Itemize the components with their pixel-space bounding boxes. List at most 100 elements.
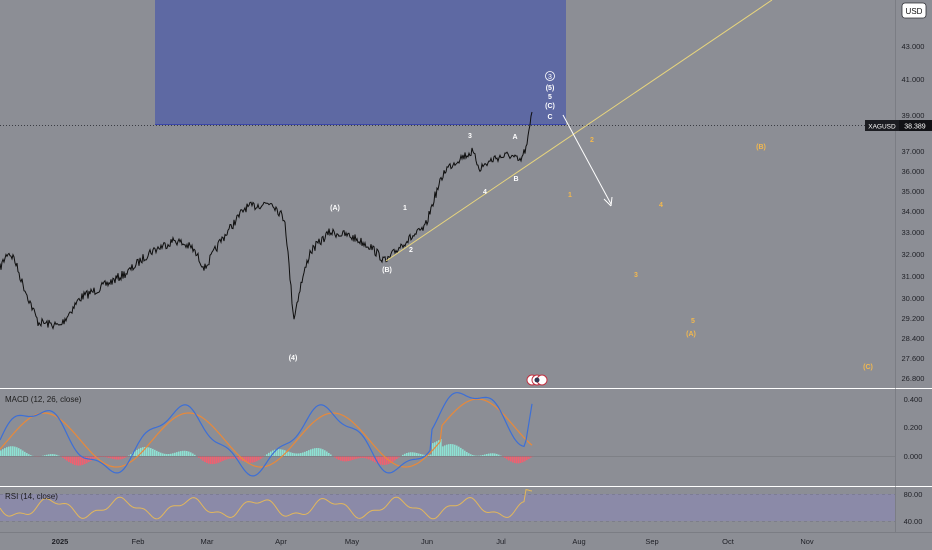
proj-wave-5[interactable]: 5 — [691, 318, 695, 325]
macd-histogram-bar — [526, 456, 528, 461]
macd-histogram-bar — [458, 446, 460, 456]
macd-histogram-bar — [204, 456, 206, 462]
time-axis[interactable] — [0, 532, 932, 550]
wave-label-3-circled[interactable]: 3 — [548, 74, 552, 81]
macd-histogram-bar — [164, 453, 166, 456]
macd-histogram-bar — [428, 454, 430, 456]
target-zone-box[interactable] — [155, 0, 566, 125]
macd-histogram-bar — [258, 456, 260, 461]
wave-label-2[interactable]: 2 — [409, 247, 413, 254]
macd-histogram-bar — [174, 452, 176, 456]
wave-label-B-paren[interactable]: (B) — [382, 267, 392, 274]
macd-histogram-bar — [368, 456, 370, 460]
macd-histogram-bar — [252, 456, 254, 463]
macd-histogram-bar — [68, 456, 70, 462]
wave-label-1[interactable]: 1 — [403, 205, 407, 212]
macd-histogram-bar — [228, 456, 230, 459]
proj-wave-B-paren[interactable]: (B) — [756, 144, 766, 151]
macd-histogram-bar — [144, 446, 146, 456]
trendline[interactable] — [385, 0, 773, 262]
wave-label-A-paren[interactable]: (A) — [330, 205, 340, 212]
proj-wave-A-paren[interactable]: (A) — [686, 331, 696, 338]
price-tag[interactable]: XAGUSD 38.389 — [865, 120, 932, 131]
proj-wave-1[interactable]: 1 — [568, 192, 572, 199]
macd-title[interactable]: MACD (12, 26, close) — [5, 395, 82, 404]
time-tick: 2025 — [52, 537, 69, 546]
macd-histogram-bar — [510, 456, 512, 462]
proj-wave-3[interactable]: 3 — [634, 272, 638, 279]
macd-histogram-bar — [470, 454, 472, 456]
macd-histogram-bar — [270, 451, 272, 456]
time-tick: Aug — [572, 537, 585, 546]
proj-wave-C-paren[interactable]: (C) — [863, 364, 873, 371]
macd-histogram-bar — [62, 456, 64, 458]
wave-label-3[interactable]: 3 — [468, 133, 472, 140]
macd-line — [0, 392, 533, 477]
macd-histogram-bar — [244, 456, 246, 462]
macd-histogram-bar — [220, 456, 222, 462]
macd-histogram-bar — [326, 451, 328, 456]
macd-histogram-bar — [374, 456, 376, 463]
rsi-title[interactable]: RSI (14, close) — [5, 492, 58, 501]
macd-histogram-bar — [16, 447, 18, 456]
wave-label-4-paren[interactable]: (4) — [289, 355, 298, 362]
macd-histogram-bar — [356, 456, 358, 459]
macd-histogram-bar — [130, 454, 132, 456]
currency-button[interactable]: USD — [901, 2, 927, 19]
macd-histogram-bar — [318, 448, 320, 456]
macd-histogram-bar — [118, 456, 120, 460]
macd-histogram-bar — [28, 454, 30, 456]
rsi-tick: 40.00 — [904, 517, 923, 526]
macd-histogram-bar — [150, 448, 152, 456]
proj-wave-2[interactable]: 2 — [590, 137, 594, 144]
macd-histogram-bar — [344, 456, 346, 462]
macd-histogram-bar — [486, 453, 488, 456]
macd-histogram-bar — [160, 452, 162, 456]
macd-histogram-bar — [452, 444, 454, 456]
macd-histogram-bar — [268, 452, 270, 456]
macd-signal-line — [0, 398, 533, 468]
event-markers[interactable] — [526, 374, 548, 386]
wave-label-C[interactable]: C — [547, 114, 552, 121]
wave-label-4[interactable]: 4 — [483, 189, 487, 196]
macd-histogram-bar — [488, 453, 490, 456]
macd-tick: 0.200 — [904, 423, 923, 432]
wave-label-C-paren[interactable]: (C) — [545, 103, 555, 110]
macd-histogram-bar — [18, 448, 20, 456]
macd-histogram-bar — [26, 453, 28, 456]
macd-histogram-bar — [52, 454, 54, 456]
price-tick: 30.000 — [902, 294, 925, 303]
macd-histogram-bar — [120, 456, 122, 460]
macd-histogram-bar — [110, 456, 112, 459]
macd-histogram-bar — [216, 456, 218, 464]
macd-histogram-bar — [158, 451, 160, 456]
macd-histogram-bar — [456, 445, 458, 456]
currency-label: USD — [906, 7, 923, 16]
wave-label-5[interactable]: 5 — [548, 94, 552, 101]
macd-histogram-bar — [504, 456, 506, 458]
macd-histogram-bar — [238, 456, 240, 460]
wave-label-5-paren[interactable]: (5) — [546, 85, 555, 92]
macd-histogram-bar — [342, 456, 344, 462]
macd-histogram-bar — [186, 451, 188, 456]
wave-label-A[interactable]: A — [512, 134, 517, 141]
macd-histogram-bar — [524, 456, 526, 462]
macd-histogram-bar — [282, 449, 284, 456]
macd-histogram-bar — [226, 456, 228, 460]
macd-histogram-bar — [74, 456, 76, 465]
price-tick: 29.200 — [902, 314, 925, 323]
macd-histogram-bar — [378, 456, 380, 464]
macd-histogram-bar — [96, 456, 98, 458]
macd-histogram-bar — [312, 448, 314, 456]
price-tick: 37.000 — [902, 147, 925, 156]
macd-histogram-bar — [246, 456, 248, 463]
proj-wave-4[interactable]: 4 — [659, 202, 663, 209]
wave-label-B[interactable]: B — [513, 176, 518, 183]
macd-histogram-bar — [200, 456, 202, 460]
macd-histogram-bar — [334, 456, 336, 458]
macd-histogram-bar — [64, 456, 66, 460]
macd-histogram-bar — [206, 456, 208, 463]
projection-arrow[interactable] — [562, 114, 612, 205]
macd-histogram-bar — [114, 456, 116, 460]
